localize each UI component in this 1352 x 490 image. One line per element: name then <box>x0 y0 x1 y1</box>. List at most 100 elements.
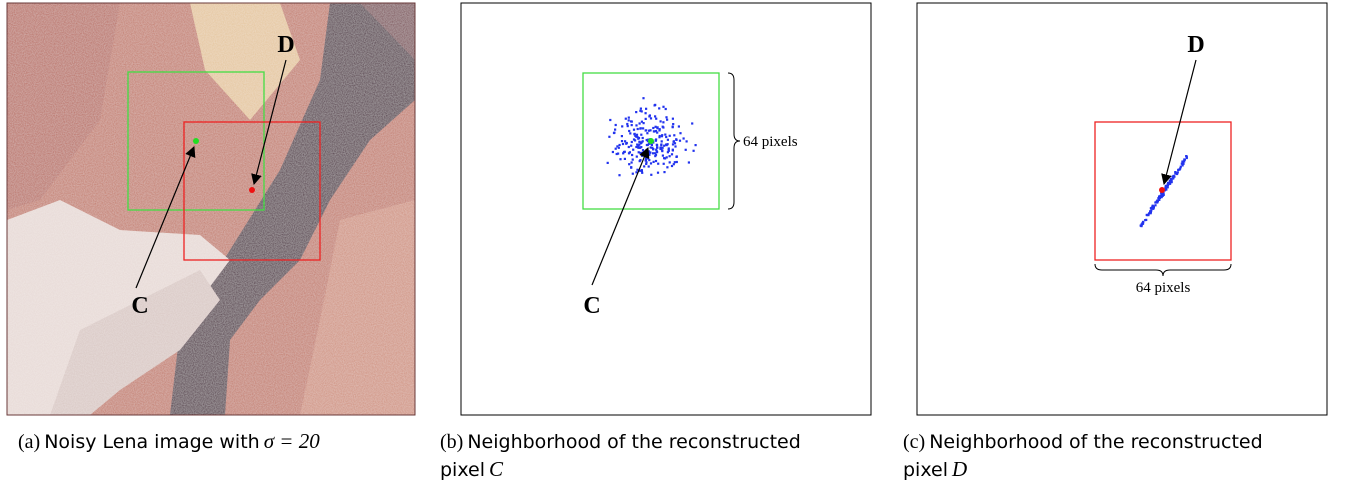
point <box>672 126 674 128</box>
point <box>657 163 659 165</box>
point <box>666 166 668 168</box>
point <box>642 127 644 129</box>
point <box>1150 212 1152 214</box>
label-d: D <box>277 32 294 58</box>
caption-text: Noisy Lena image with <box>44 431 260 453</box>
point <box>1147 214 1149 216</box>
point <box>624 158 626 160</box>
point <box>1171 181 1173 183</box>
point <box>630 120 632 122</box>
caption: (c) Neighborhood of the reconstructed <box>903 431 1263 453</box>
point <box>672 123 674 125</box>
caption-text: Neighborhood of the reconstructed <box>467 431 800 453</box>
point <box>1154 204 1156 206</box>
point <box>658 136 660 138</box>
point <box>667 139 669 141</box>
point <box>1145 219 1147 221</box>
point <box>639 128 641 130</box>
point <box>679 140 681 142</box>
point <box>628 130 630 132</box>
point <box>663 171 665 173</box>
point <box>662 126 664 128</box>
point <box>656 144 658 146</box>
point <box>660 144 662 146</box>
point <box>662 147 664 149</box>
point <box>1167 183 1169 185</box>
point <box>1181 161 1183 163</box>
point <box>642 97 644 99</box>
point <box>663 163 665 165</box>
point <box>656 127 658 129</box>
scale-label: 64 pixels <box>743 134 798 150</box>
point <box>691 122 693 124</box>
point <box>642 149 644 151</box>
point <box>1159 197 1161 199</box>
pixel-d <box>1159 187 1165 193</box>
point <box>674 161 676 163</box>
point <box>1152 205 1154 207</box>
point <box>642 137 644 139</box>
point <box>646 139 648 141</box>
scale-label: 64 pixels <box>1136 280 1191 296</box>
point <box>1175 172 1177 174</box>
point <box>663 145 665 147</box>
point <box>641 152 643 154</box>
noisy-image <box>7 3 415 415</box>
point <box>654 115 656 117</box>
point <box>607 162 609 164</box>
point <box>683 137 685 139</box>
point <box>685 149 687 151</box>
point <box>645 157 647 159</box>
point <box>640 134 642 136</box>
point <box>1186 156 1188 158</box>
point <box>632 149 634 151</box>
point <box>645 129 647 131</box>
label-c: C <box>131 293 148 319</box>
point <box>664 157 666 159</box>
point <box>615 124 617 126</box>
point <box>648 159 650 161</box>
point <box>656 150 658 152</box>
point <box>638 143 640 145</box>
point <box>653 161 655 163</box>
panel-frame <box>917 3 1327 415</box>
point <box>674 145 676 147</box>
caption: (b) Neighborhood of the reconstructed <box>440 431 801 453</box>
point <box>622 143 624 145</box>
point <box>655 130 657 132</box>
point <box>641 141 643 143</box>
point <box>635 111 637 113</box>
point <box>632 173 634 175</box>
point <box>665 136 667 138</box>
point <box>672 149 674 151</box>
point <box>613 132 615 134</box>
point <box>650 174 652 176</box>
point <box>648 115 650 117</box>
caption: pixel C <box>440 457 504 481</box>
caption: pixel D <box>903 457 967 481</box>
point <box>619 144 621 146</box>
point <box>686 140 688 142</box>
point <box>662 106 664 108</box>
point <box>1179 167 1181 169</box>
point <box>660 120 662 122</box>
point <box>641 172 643 174</box>
point <box>632 159 634 161</box>
point <box>641 155 643 157</box>
point <box>626 142 628 144</box>
point <box>628 117 630 119</box>
pixel-c <box>648 138 654 144</box>
point <box>625 118 627 120</box>
point <box>646 132 648 134</box>
caption-symbol: D <box>951 457 967 481</box>
point <box>640 108 642 110</box>
point <box>654 104 656 106</box>
point <box>1156 201 1158 203</box>
point <box>647 144 649 146</box>
point <box>661 134 663 136</box>
point <box>1183 158 1185 160</box>
point <box>688 161 690 163</box>
point <box>658 107 660 109</box>
point <box>662 121 664 123</box>
point <box>634 135 636 137</box>
